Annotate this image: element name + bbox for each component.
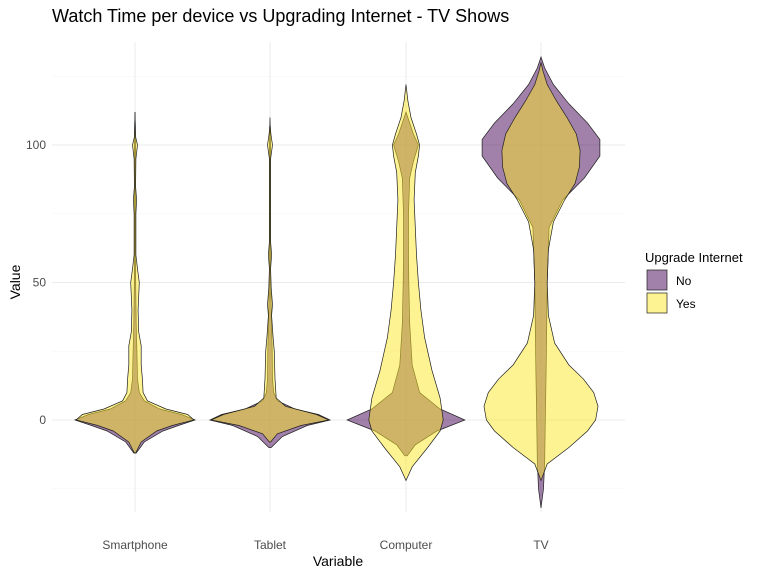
legend-swatch-yes <box>646 292 668 314</box>
y-axis-ticks: 0 50 100 <box>26 138 46 427</box>
x-axis-ticks: Smartphone Tablet Computer TV <box>102 538 548 552</box>
x-tick-label-tablet: Tablet <box>254 538 287 552</box>
x-tick-label-smartphone: Smartphone <box>102 538 168 552</box>
y-tick-label: 50 <box>33 276 47 290</box>
violin-smartphone-yes <box>75 111 195 454</box>
y-tick-label: 0 <box>39 413 46 427</box>
violin-tablet-yes <box>209 122 331 443</box>
chart-title: Watch Time per device vs Upgrading Inter… <box>52 6 509 26</box>
violin-layer <box>73 55 601 509</box>
violin-computer-yes <box>368 84 444 482</box>
legend: Upgrade Internet No Yes <box>645 250 743 314</box>
x-axis-title: Variable <box>313 553 364 569</box>
violin-tv-yes <box>483 62 599 482</box>
legend-label-no: No <box>676 274 692 288</box>
y-tick-label: 100 <box>26 138 46 152</box>
x-tick-label-computer: Computer <box>380 538 433 552</box>
y-axis-title: Value <box>7 264 23 299</box>
legend-swatch-no <box>646 269 668 291</box>
legend-label-yes: Yes <box>676 297 696 311</box>
x-tick-label-tv: TV <box>533 538 548 552</box>
legend-title: Upgrade Internet <box>645 250 743 265</box>
